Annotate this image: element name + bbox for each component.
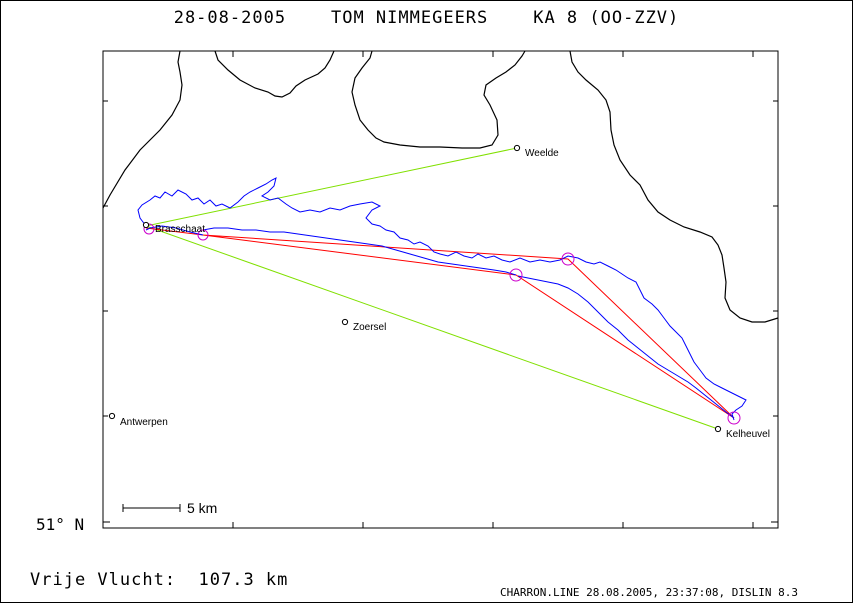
place-marker-kelheuvel (714, 425, 722, 433)
free-flight-distance: Vrije Vlucht: 107.3 km (30, 570, 289, 590)
turnpoint-circle-start (143, 223, 155, 235)
turnpoint-circle-2 (561, 252, 575, 266)
place-marker-weelde (513, 144, 521, 152)
flight-title: 28-08-2005 TOM NIMMEGEERS KA 8 (OO-ZZV) (173, 8, 680, 28)
latitude-label: 51° N (36, 515, 85, 534)
footer-credit: CHARRON.LINE 28.08.2005, 23:37:08, DISLI… (500, 586, 799, 599)
place-label-kelheuvel: Kelheuvel (726, 429, 770, 440)
turnpoint-circle-3 (727, 411, 741, 425)
turnpoint-markers (143, 223, 741, 425)
place-marker-antwerpen (108, 412, 116, 420)
place-markers (108, 144, 722, 433)
place-label-zoersel: Zoersel (353, 322, 386, 333)
axis-ticks (103, 51, 778, 528)
place-label-brasschaat: Brasschaat (155, 224, 205, 235)
scale-bar-label: 5 km (187, 500, 217, 516)
turnpoint-circle-4 (509, 268, 523, 282)
declared-route (144, 147, 719, 430)
gps-track (137, 177, 747, 421)
place-marker-zoersel (341, 318, 349, 326)
place-marker-brasschaat (142, 221, 150, 229)
turnpoint-circle-1 (197, 229, 209, 241)
place-label-antwerpen: Antwerpen (120, 417, 168, 428)
national-border (102, 50, 779, 323)
place-label-weelde: Weelde (525, 148, 559, 159)
task-legs (145, 227, 735, 419)
scale-bar (122, 504, 181, 512)
map-frame (102, 50, 779, 529)
